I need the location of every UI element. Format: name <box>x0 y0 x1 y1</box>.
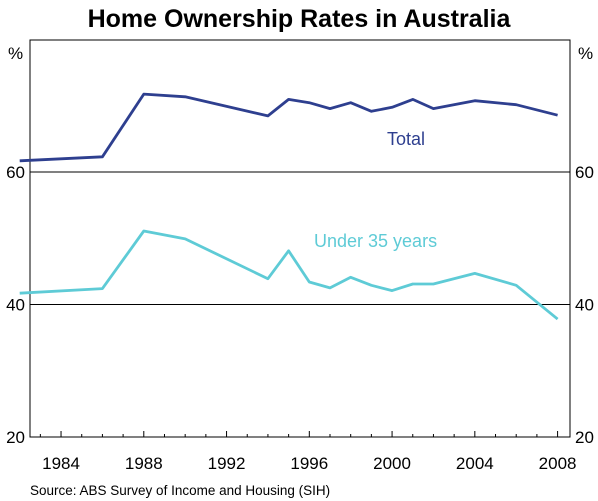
x-tick-label: 2008 <box>539 454 577 473</box>
series-lines <box>19 92 559 321</box>
series-line-under-35-years <box>19 229 559 321</box>
series-line-total <box>19 92 558 163</box>
chart-title: Home Ownership Rates in Australia <box>88 5 512 33</box>
x-tick-label: 2004 <box>456 454 494 473</box>
y-tick-label-left: 40 <box>6 296 25 315</box>
x-tick-label: 1984 <box>42 454 80 473</box>
y-tick-label-right: 40 <box>575 296 594 315</box>
y-tick-labels-left: 60 20 40 <box>6 163 25 447</box>
x-tick-label: 1992 <box>208 454 246 473</box>
y-tick-label-right: 60 <box>575 163 594 182</box>
gridlines <box>30 171 570 305</box>
y-tick-label-left: 60 <box>6 163 25 182</box>
y-unit-right: % <box>578 44 593 63</box>
y-tick-label-left: 20 <box>6 428 25 447</box>
y-unit-left: % <box>8 44 23 63</box>
x-tick-label: 1988 <box>125 454 163 473</box>
y-tick-label-right: 20 <box>575 428 594 447</box>
x-tick-labels: 1984 1988 1992 1996 2000 2004 2008 <box>42 454 576 473</box>
x-tick-label: 1996 <box>290 454 328 473</box>
plot-frame <box>29 39 571 438</box>
series-label-total: Total <box>387 129 425 149</box>
y-tick-labels-right: 60 20 40 <box>575 163 594 447</box>
source-note: Source: ABS Survey of Income and Housing… <box>30 483 330 498</box>
series-label-under-35: Under 35 years <box>314 231 437 251</box>
plot-border <box>29 39 571 438</box>
x-tick-label: 2000 <box>373 454 411 473</box>
